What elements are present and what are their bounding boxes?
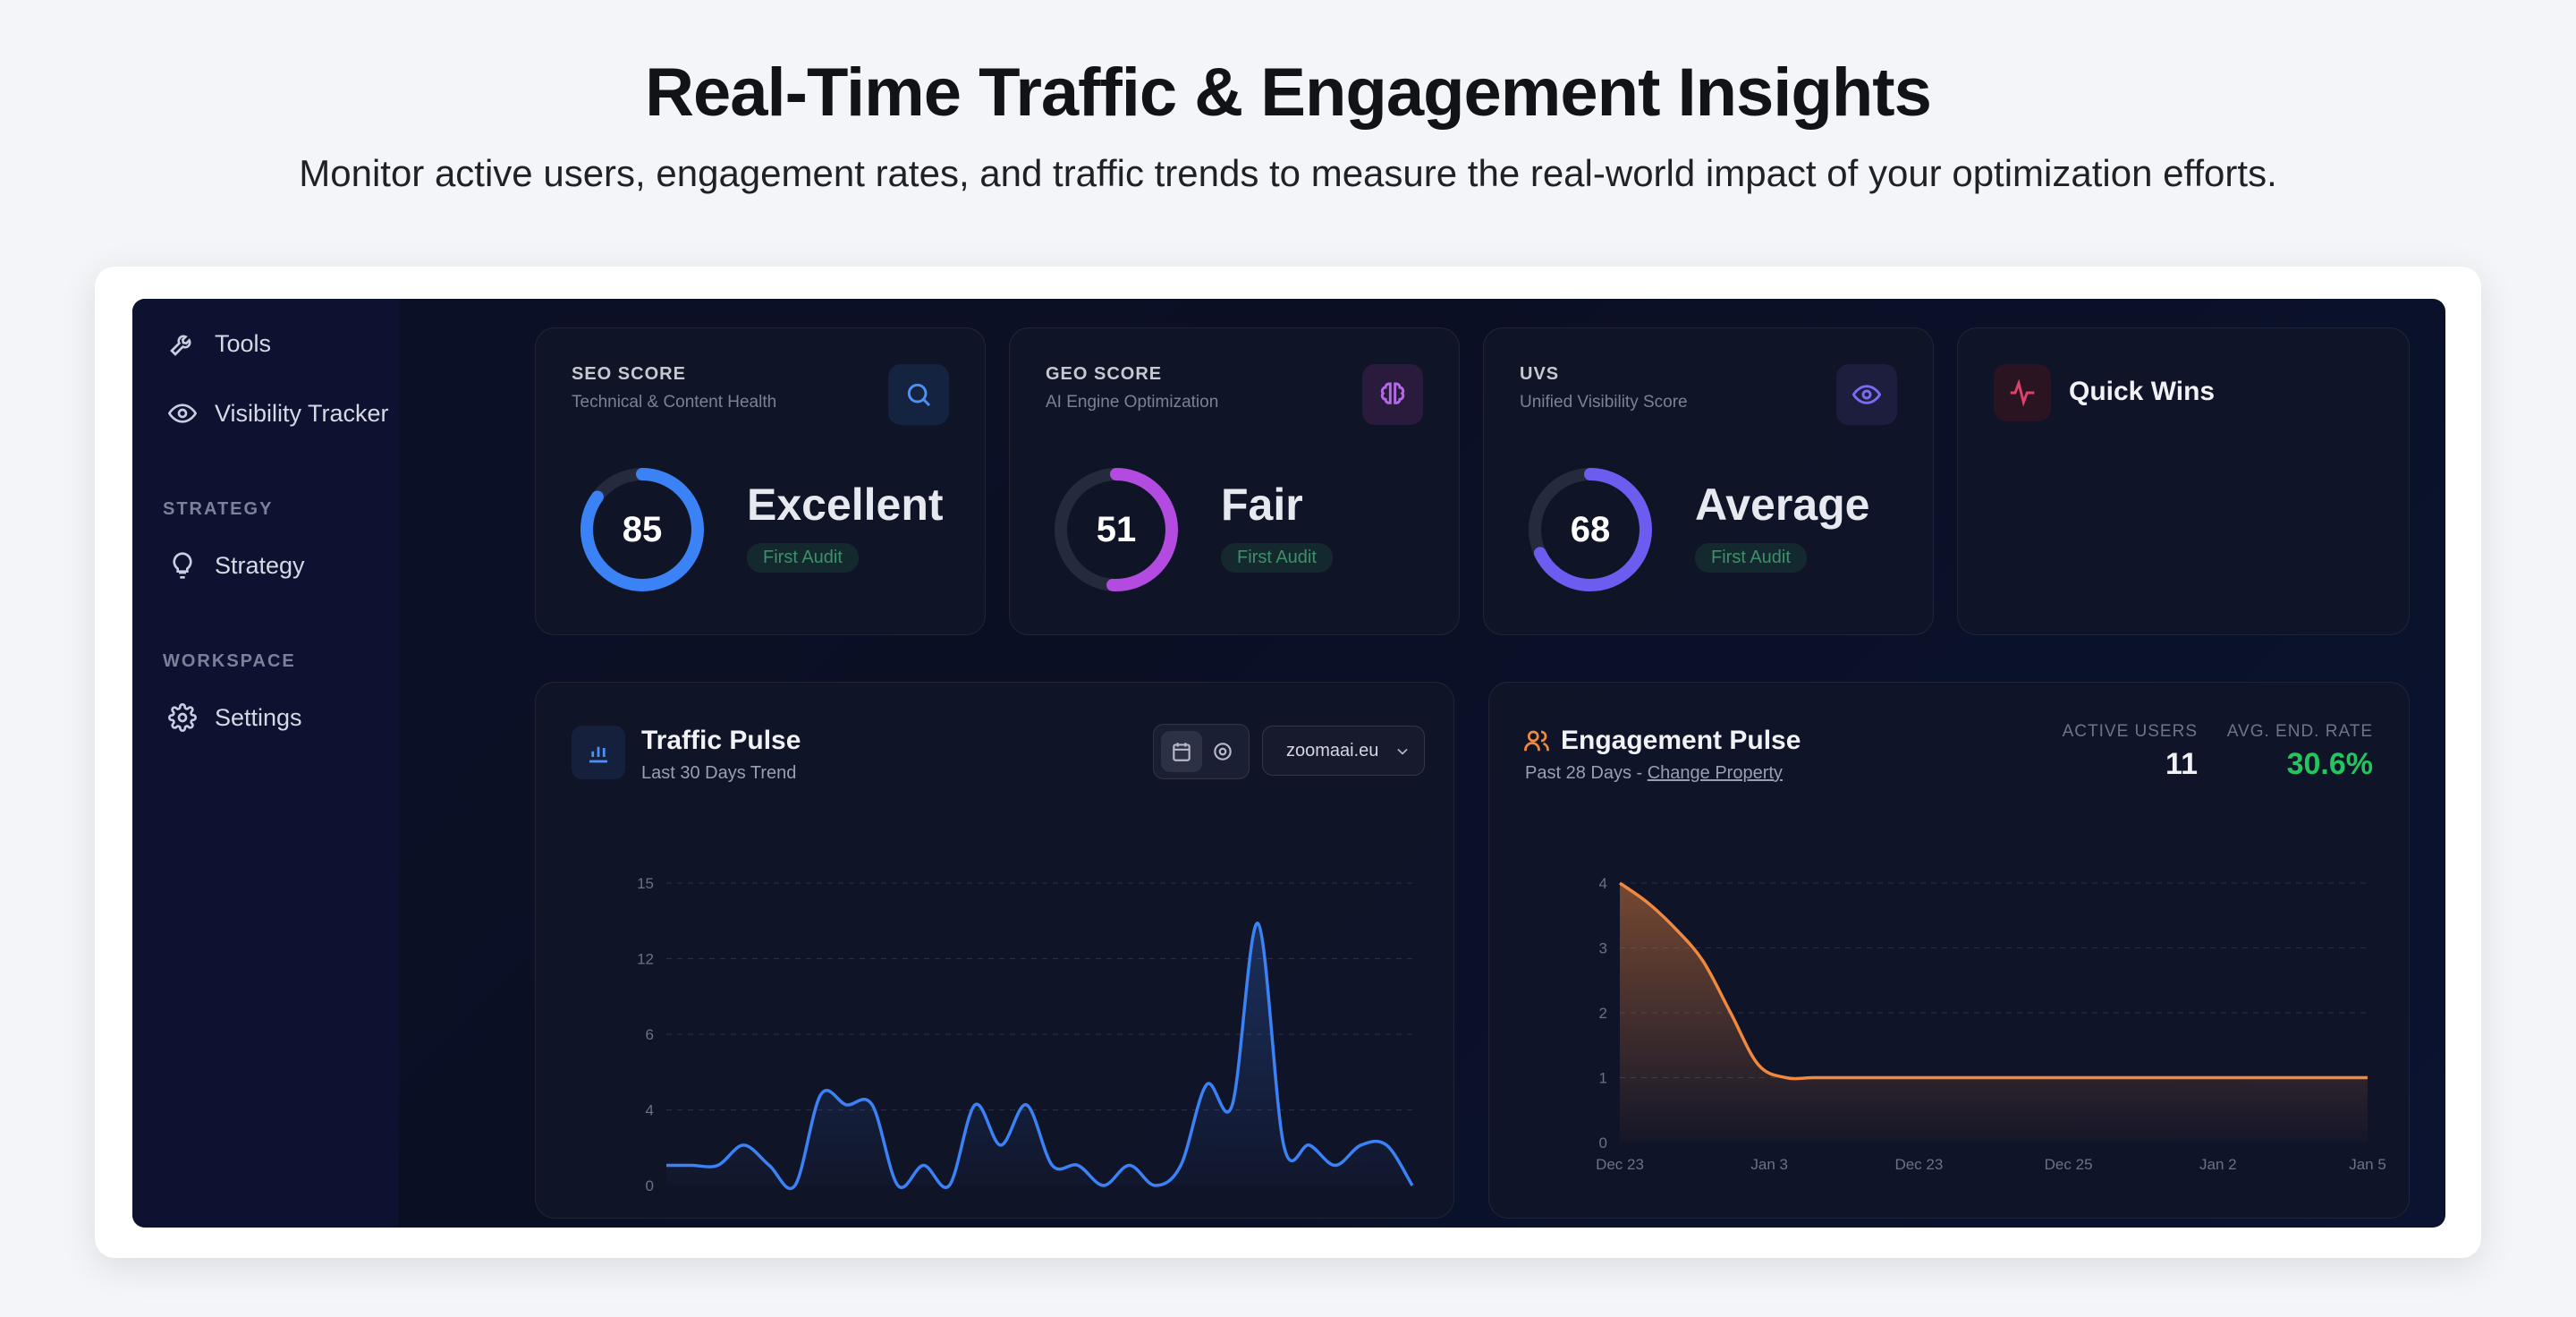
search-icon-button[interactable]	[888, 364, 949, 425]
sidebar-item-label: Settings	[215, 703, 302, 731]
active-users-value: 11	[2165, 747, 2198, 781]
traffic-x-tick-label: Dec 30	[1345, 1199, 1394, 1202]
brain-icon-button[interactable]	[1362, 364, 1423, 425]
traffic-x-tick-label: Jan 2	[1031, 1199, 1069, 1202]
traffic-title: Traffic Pulse	[641, 726, 801, 755]
sidebar-item-visibility-tracker[interactable]: Visibility Tracker	[168, 399, 389, 428]
activity-icon	[2010, 378, 2035, 407]
engagement-y-tick-label: 4	[1599, 875, 1607, 892]
sidebar-item-label: Visibility Tracker	[215, 399, 389, 427]
sidebar-item-settings[interactable]: Settings	[168, 703, 302, 732]
uvs-score-card[interactable]: UVS Unified Visibility Score 68 Average …	[1483, 327, 1934, 635]
engagement-subtitle-prefix: Past 28 Days -	[1525, 763, 1648, 783]
users-icon	[1524, 730, 1549, 752]
card-subtitle: AI Engine Optimization	[1046, 393, 1219, 412]
status-badge: First Audit	[1695, 543, 1807, 573]
chevron-down-icon	[1397, 748, 1408, 755]
traffic-x-tick-label: Dec 29	[1132, 1199, 1181, 1202]
engagement-series-line	[1618, 881, 2368, 1081]
engagement-x-tick-label: Dec 23	[1596, 1156, 1644, 1173]
sidebar-item-strategy[interactable]: Strategy	[168, 551, 305, 580]
card-title: UVS	[1520, 364, 1560, 384]
property-select[interactable]: zoomaai.eu	[1262, 726, 1425, 776]
page-title: Real-Time Traffic & Engagement Insights	[645, 55, 1932, 131]
engagement-subtitle: Past 28 Days - Change Property	[1525, 763, 1783, 784]
traffic-y-tick-label: 4	[646, 1102, 654, 1119]
score-value: 85	[622, 509, 663, 549]
status-badge: First Audit	[1221, 543, 1333, 573]
calendar-icon	[1173, 743, 1191, 761]
seo-score-card[interactable]: SEO SCORE Technical & Content Health 85 …	[535, 327, 986, 635]
avg-rate-value: 30.6%	[2286, 747, 2373, 781]
traffic-x-tick-label: Jan 14	[708, 1199, 753, 1202]
geo-score-card[interactable]: GEO SCORE AI Engine Optimization 51 Fair…	[1009, 327, 1460, 635]
engagement-title: Engagement Pulse	[1561, 726, 1801, 755]
calendar-button[interactable]	[1161, 731, 1202, 772]
card-title: GEO SCORE	[1046, 364, 1163, 384]
avg-rate-label: AVG. END. RATE	[2226, 722, 2373, 741]
brain-icon	[1380, 382, 1405, 404]
traffic-y-tick-label: 12	[637, 951, 654, 968]
change-property-link[interactable]: Change Property	[1647, 763, 1783, 783]
active-users-label: ACTIVE USERS	[2062, 722, 2198, 741]
score-value: 51	[1096, 509, 1137, 549]
score-ring	[1529, 468, 1652, 591]
traffic-x-tick-label: Dec 25	[1239, 1199, 1287, 1202]
score-ring	[580, 468, 704, 591]
gear-icon	[168, 703, 197, 732]
traffic-x-tick-label: Jan 10	[814, 1199, 860, 1202]
status-badge: First Audit	[747, 543, 859, 573]
quick-wins-icon-box	[1994, 364, 2051, 421]
traffic-pulse-card: Traffic Pulse Last 30 Days Trend zoomaai…	[535, 682, 1454, 1219]
sidebar: Tools Visibility Tracker STRATEGY Strate…	[132, 299, 399, 1228]
engagement-x-tick-label: Dec 25	[2045, 1156, 2093, 1173]
eye-icon	[168, 404, 197, 423]
bar-chart-icon	[589, 746, 607, 763]
quick-wins-card[interactable]: Quick Wins	[1957, 327, 2410, 635]
sidebar-item-label: Strategy	[215, 551, 305, 579]
sidebar-item-tools[interactable]: Tools	[168, 329, 271, 358]
section-heading-strategy: STRATEGY	[163, 499, 274, 519]
engagement-y-tick-label: 1	[1599, 1070, 1607, 1087]
engagement-x-tick-label: Jan 3	[1750, 1156, 1788, 1173]
engagement-pulse-card: Engagement Pulse Past 28 Days - Change P…	[1488, 682, 2410, 1219]
engagement-chart: 4 3 2 1 0 Dec 23 Jan 3 Dec 23 Dec 25 Jan 2 Jan 5	[1596, 875, 2386, 1173]
quick-wins-title: Quick Wins	[2069, 377, 2216, 406]
traffic-y-tick-label: 0	[646, 1177, 654, 1194]
engagement-x-tick-label: Jan 5	[2349, 1156, 2386, 1173]
card-title: SEO SCORE	[572, 364, 686, 384]
engagement-y-tick-label: 3	[1599, 940, 1607, 957]
property-select-value: zoomaai.eu	[1286, 740, 1379, 760]
section-heading-workspace: WORKSPACE	[163, 651, 296, 671]
traffic-x-tick-label: Jun 6	[925, 1199, 962, 1202]
eye-icon-button[interactable]	[1836, 364, 1897, 425]
dashboard-app: Tools Visibility Tracker STRATEGY Strate…	[132, 299, 2445, 1228]
traffic-series-area	[666, 922, 1412, 1189]
score-ring	[1055, 468, 1178, 591]
search-icon	[907, 383, 931, 407]
engagement-x-tick-label: Jan 2	[2199, 1156, 2237, 1173]
score-rating: Fair	[1221, 480, 1303, 530]
score-value: 68	[1570, 509, 1611, 549]
traffic-y-tick-label: 15	[637, 875, 654, 892]
wrench-icon	[170, 335, 191, 356]
eye-icon	[1852, 385, 1881, 404]
score-rating: Average	[1695, 480, 1870, 530]
chart-settings-button[interactable]	[1202, 731, 1243, 772]
score-rating: Excellent	[747, 480, 944, 530]
sidebar-item-label: Tools	[215, 329, 272, 357]
traffic-icon-box	[572, 726, 625, 779]
page-subtitle: Monitor active users, engagement rates, …	[299, 152, 2277, 194]
lightbulb-icon	[173, 552, 192, 579]
card-subtitle: Unified Visibility Score	[1520, 393, 1688, 412]
engagement-y-tick-label: 0	[1599, 1134, 1607, 1151]
traffic-subtitle: Last 30 Days Trend	[641, 763, 797, 783]
gear-icon	[1214, 743, 1232, 760]
chart-toolbar	[1153, 724, 1250, 779]
traffic-y-tick-label: 6	[646, 1026, 654, 1043]
card-subtitle: Technical & Content Health	[572, 393, 777, 412]
traffic-chart: 15 12 6 4 0 Jan 14 Jan 10 Jun 6 Jan 2 Dec 29 Dec 2…	[637, 875, 1414, 1202]
engagement-y-tick-label: 2	[1599, 1005, 1607, 1022]
engagement-x-tick-label: Dec 23	[1894, 1156, 1943, 1173]
